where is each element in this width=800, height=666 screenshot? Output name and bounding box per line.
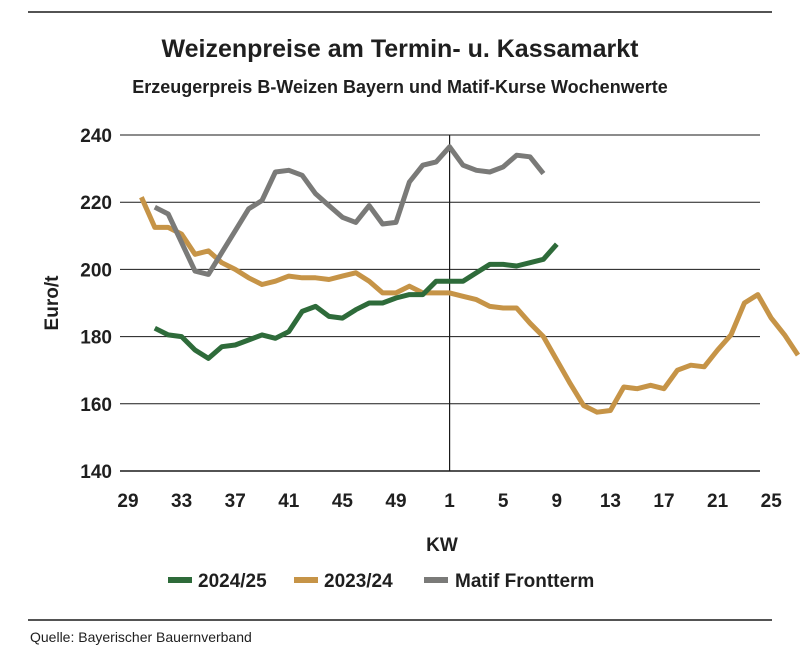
y-tick-label-220: 220 (80, 193, 112, 214)
source-note: Quelle: Bayerischer Bauernverband (30, 629, 252, 645)
series-line-2023-24 (139, 196, 800, 415)
y-tick-label-200: 200 (80, 260, 112, 281)
chart-title: Weizenpreise am Termin- u. Kassamarkt (161, 35, 639, 63)
legend-label-2024-25: 2024/25 (198, 571, 267, 592)
x-tick-label-29: 29 (117, 491, 138, 512)
x-tick-label-1: 1 (444, 491, 455, 512)
y-tick-label-140: 140 (80, 462, 112, 483)
x-tick-label-13: 13 (600, 491, 621, 512)
x-tick-label-25: 25 (761, 491, 783, 512)
x-axis-label: KW (426, 535, 458, 556)
gridlines (120, 134, 760, 472)
x-tick-label-33: 33 (171, 491, 192, 512)
y-axis-ticks: 140 160 180 200 220 240 (80, 126, 112, 483)
y-tick-label-240: 240 (80, 126, 112, 147)
legend-label-matif: Matif Frontterm (455, 571, 594, 592)
series-line-matif-frontterm (153, 144, 546, 277)
x-tick-label-5: 5 (498, 491, 509, 512)
legend: 2024/25 2023/24 Matif Frontterm (168, 571, 594, 592)
x-axis-ticks: 29 33 37 41 45 49 1 5 9 13 17 21 25 (117, 491, 782, 512)
x-tick-label-37: 37 (225, 491, 246, 512)
x-tick-label-45: 45 (332, 491, 354, 512)
x-tick-label-49: 49 (385, 491, 406, 512)
series-layer (139, 144, 800, 415)
chart-subtitle: Erzeugerpreis B-Weizen Bayern und Matif-… (132, 77, 667, 97)
y-axis-label: Euro/t (42, 275, 63, 331)
legend-label-2023-24: 2023/24 (324, 571, 393, 592)
x-tick-label-9: 9 (552, 491, 563, 512)
x-tick-label-17: 17 (653, 491, 674, 512)
x-tick-label-41: 41 (278, 491, 300, 512)
series-line-2024-25 (153, 242, 559, 361)
y-tick-label-160: 160 (80, 395, 112, 416)
x-tick-label-21: 21 (707, 491, 729, 512)
y-tick-label-180: 180 (80, 328, 112, 349)
